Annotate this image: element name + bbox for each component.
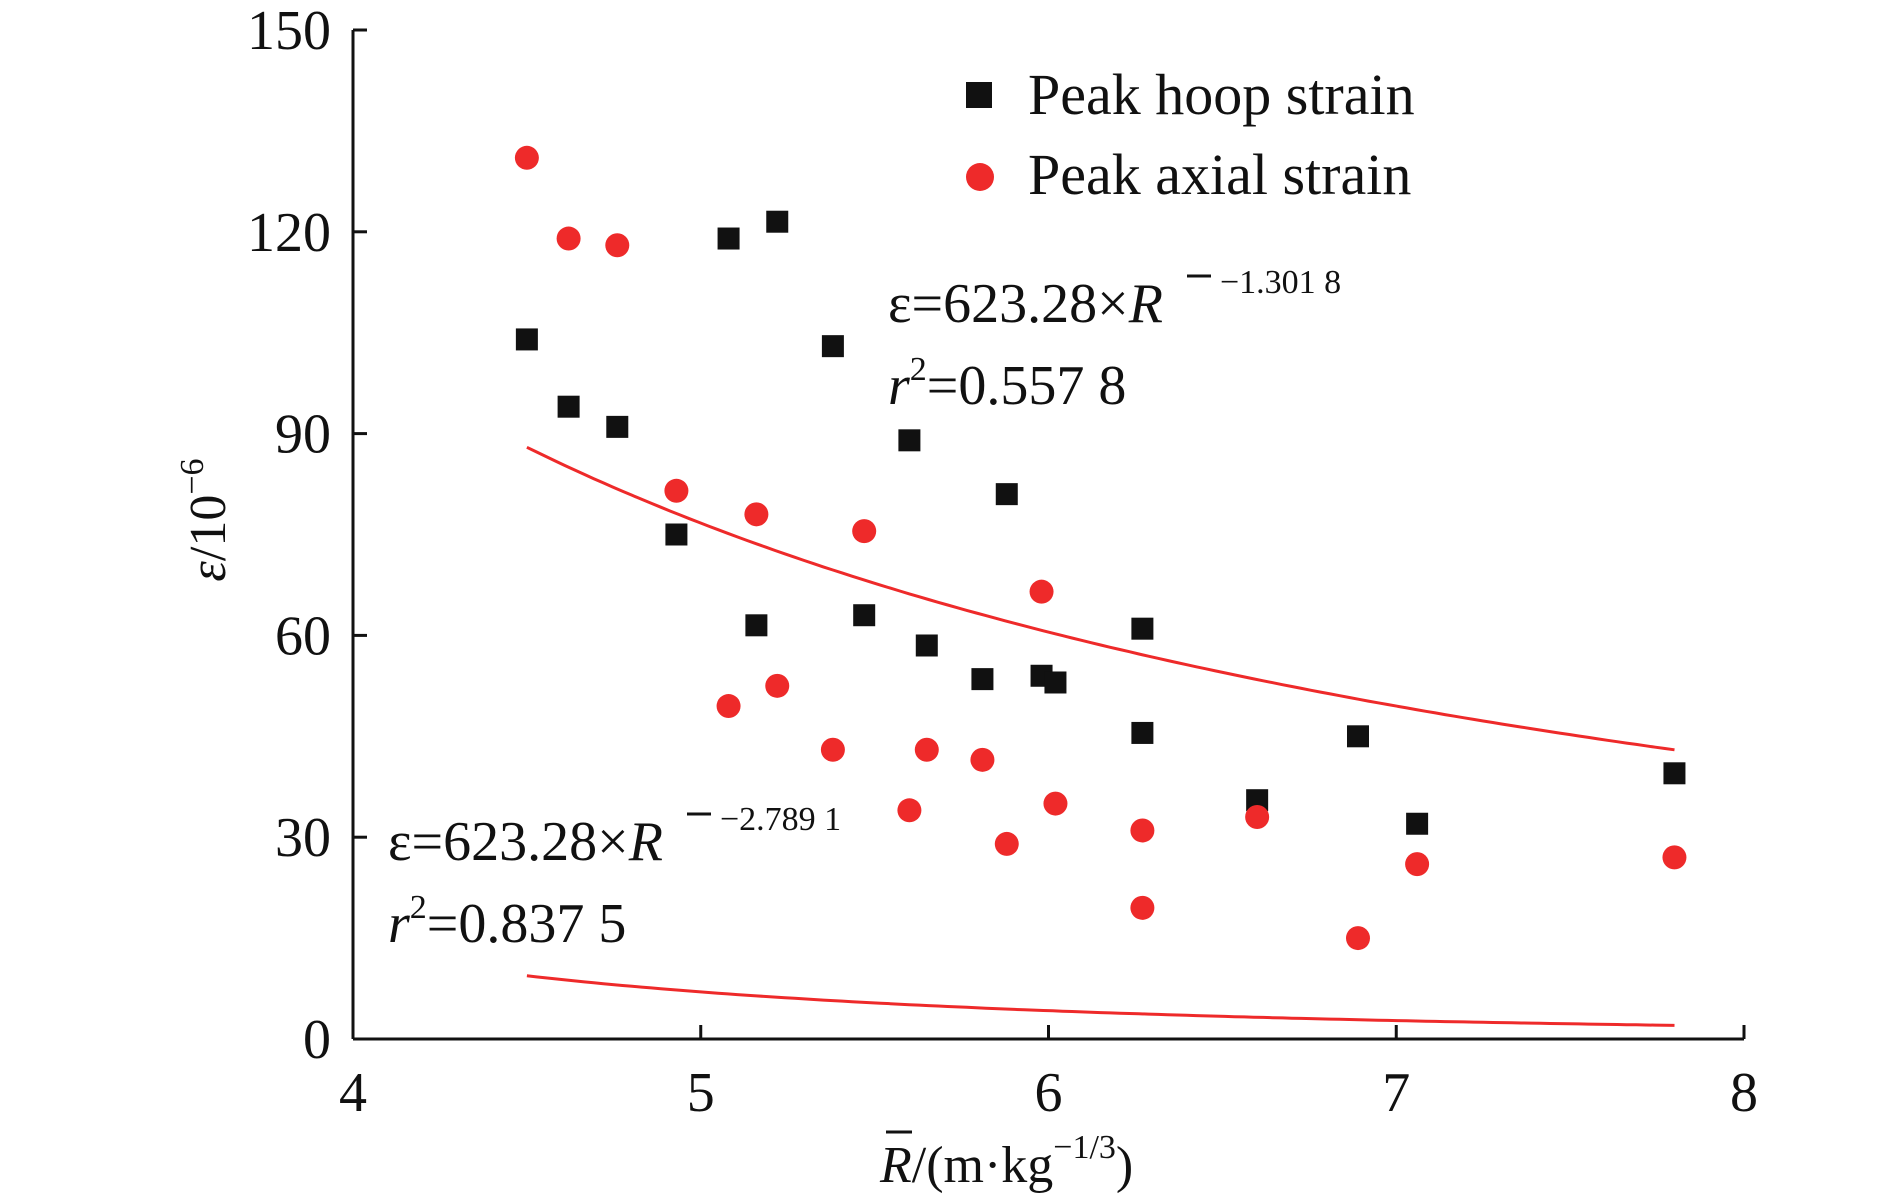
- hoop-strain-point: [745, 614, 768, 637]
- x-axis-title-exponent: −1/3: [1053, 1129, 1116, 1166]
- axial-strain-point: [820, 737, 845, 762]
- hoop-strain-point: [766, 210, 789, 233]
- fit-r2-hoop-r: r: [888, 355, 910, 417]
- y-axis-title: ε/10−6: [174, 458, 237, 581]
- y-tick-label: 150: [247, 0, 331, 62]
- fit-curve-axial: [526, 974, 1675, 1027]
- hoop-strain-point: [515, 328, 538, 351]
- fit-curves: [526, 445, 1675, 1027]
- fit-equation-hoop-lhs: ε=623.28×: [888, 273, 1129, 335]
- x-axis-title-symbol: R: [879, 1137, 912, 1194]
- hoop-strain-point: [971, 668, 994, 691]
- hoop-strain-point: [1406, 812, 1429, 835]
- x-axis-title-unit: /(m·kg: [912, 1137, 1054, 1194]
- x-axis-title-close: ): [1116, 1137, 1133, 1194]
- hoop-strain-point: [821, 335, 844, 358]
- legend-marker-axial: [966, 163, 994, 191]
- axial-strain-point: [1130, 818, 1155, 843]
- fit-equation-hoop-power: −1.301 8: [1220, 264, 1341, 301]
- fit-equation-hoop: ε=623.28×R −1.301 8 r2=0.557 8: [888, 264, 1341, 417]
- hoop-strain-point: [898, 429, 921, 452]
- hoop-strain-point: [995, 483, 1018, 506]
- axial-strain-point: [556, 226, 581, 251]
- hoop-strain-point: [717, 227, 740, 250]
- hoop-strain-point: [557, 395, 580, 418]
- hoop-strain-point: [1346, 725, 1369, 748]
- axial-strain-point: [744, 502, 769, 527]
- axial-strain-point: [1130, 895, 1155, 920]
- axial-strain-point: [970, 747, 995, 772]
- y-axis-title-text: ε/10−6: [174, 458, 237, 581]
- axial-strain-point: [1662, 845, 1687, 870]
- plot-axes: [351, 28, 1746, 1041]
- y-tick-label: 120: [247, 202, 331, 264]
- x-tick-label: 8: [1730, 1062, 1758, 1124]
- x-axis-title-text: R/(m·kg−1/3): [879, 1129, 1133, 1194]
- legend-label-axial: Peak axial strain: [1028, 142, 1411, 207]
- fit-equation-axial-lhs: ε=623.28×: [388, 811, 629, 873]
- fit-r2-axial-value: =0.837 5: [427, 893, 627, 955]
- y-tick-label: 90: [275, 404, 331, 466]
- axial-strain-point: [514, 145, 539, 170]
- axial-strain-point: [716, 694, 741, 719]
- hoop-strain-point: [665, 523, 688, 546]
- x-tick-label: 6: [1035, 1062, 1063, 1124]
- hoop-strain-point: [1044, 671, 1067, 694]
- axial-strain-point: [664, 478, 689, 503]
- y-tick-label: 60: [275, 605, 331, 667]
- data-points: [514, 145, 1687, 951]
- fit-r2-hoop-text: r2=0.557 8: [888, 351, 1126, 417]
- x-tick-label: 5: [687, 1062, 715, 1124]
- fit-equation-hoop-text: ε=623.28×R: [888, 273, 1163, 335]
- y-tick-label: 0: [303, 1009, 331, 1071]
- fit-r2-axial-r: r: [388, 893, 410, 955]
- axial-strain-point: [1245, 805, 1270, 830]
- hoop-strain-point: [606, 415, 629, 438]
- axial-strain-point: [1345, 926, 1370, 951]
- x-tick-label: 4: [339, 1062, 367, 1124]
- fit-equation-axial: ε=623.28×R −2.789 1 r2=0.837 5: [388, 801, 841, 955]
- y-tick-labels: 0 30 60 90 120 150: [247, 0, 331, 1071]
- legend-label-hoop: Peak hoop strain: [1028, 62, 1415, 127]
- x-tick-labels: 4 5 6 7 8: [339, 1062, 1758, 1124]
- axial-strain-point: [897, 798, 922, 823]
- axial-strain-point: [1043, 791, 1068, 816]
- hoop-strain-point: [1131, 721, 1154, 744]
- hoop-strain-point: [915, 634, 938, 657]
- axial-strain-point: [1029, 579, 1054, 604]
- hoop-strain-point: [1663, 762, 1686, 785]
- fit-r2-hoop-value: =0.557 8: [927, 355, 1127, 417]
- axial-strain-point: [1405, 852, 1430, 877]
- y-axis-title-base: /10: [180, 495, 237, 561]
- axial-strain-point: [765, 673, 790, 698]
- x-tick-label: 7: [1382, 1062, 1410, 1124]
- fit-equation-axial-power: −2.789 1: [720, 801, 841, 838]
- fit-curve-hoop: [526, 445, 1675, 752]
- fit-r2-hoop-sq: 2: [910, 351, 927, 388]
- fit-r2-axial-text: r2=0.837 5: [388, 889, 626, 955]
- fit-equation-axial-symbol: R: [628, 811, 663, 873]
- x-axis-title: R/(m·kg−1/3): [879, 1129, 1133, 1194]
- hoop-strain-point: [853, 604, 876, 627]
- hoop-strain-point: [1246, 789, 1269, 812]
- y-axis-title-exponent: −6: [174, 458, 211, 494]
- legend-marker-hoop: [966, 82, 992, 108]
- fit-r2-axial-sq: 2: [410, 889, 427, 926]
- axial-strain-point: [852, 519, 877, 544]
- fit-equation-axial-text: ε=623.28×R: [388, 811, 663, 873]
- hoop-strain-point: [1131, 617, 1154, 640]
- y-tick-label: 30: [275, 807, 331, 869]
- fit-equation-hoop-symbol: R: [1128, 273, 1163, 335]
- legend: Peak hoop strain Peak axial strain: [966, 62, 1415, 207]
- y-axis-title-symbol: ε: [180, 561, 237, 582]
- axial-strain-point: [914, 737, 939, 762]
- axial-strain-point: [605, 233, 630, 258]
- axial-strain-point: [994, 831, 1019, 856]
